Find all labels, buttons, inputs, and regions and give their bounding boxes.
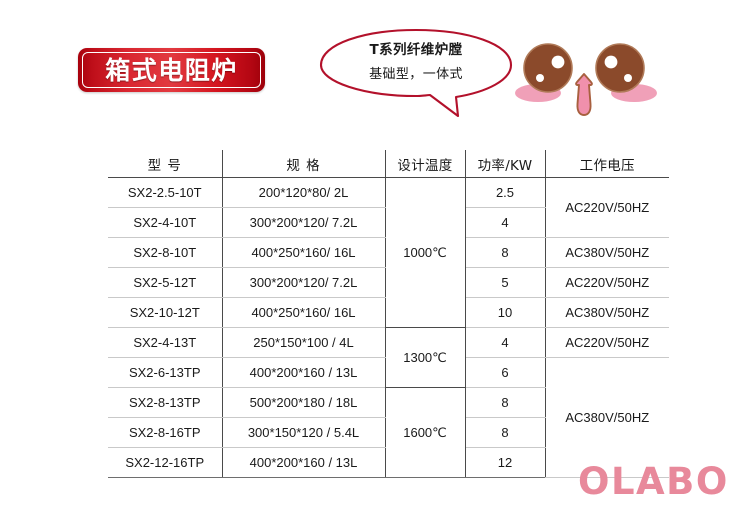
- mascot-face: [510, 30, 660, 125]
- column-header-spec: 规 格: [222, 150, 386, 178]
- table-row: SX2-10-12T 400*250*160/ 16L 10 AC380V/50HZ: [108, 297, 669, 328]
- speech-bubble-shape: [319, 28, 513, 118]
- cell-model: SX2-5-12T: [108, 267, 223, 298]
- cell-spec: 300*150*120 / 5.4L: [222, 417, 386, 448]
- table-body: SX2-2.5-10T 200*120*80/ 2L 1000℃ 2.5 AC220V/…: [108, 177, 669, 478]
- cell-spec: 300*200*120/ 7.2L: [222, 267, 386, 298]
- right-eye-icon: [595, 43, 645, 93]
- table-header-row: 型 号 规 格 设计温度 功率/KW 工作电压: [108, 150, 669, 178]
- cell-working-voltage: AC220V/50HZ: [545, 267, 669, 298]
- cell-power: 4: [465, 327, 546, 358]
- cell-power: 10: [465, 297, 546, 328]
- left-eye-highlight-big-icon: [551, 55, 565, 69]
- speech-bubble-text: T系列纤维炉膛 基础型，一体式: [318, 42, 514, 83]
- speech-bubble-line-1: T系列纤维炉膛: [369, 42, 463, 58]
- cell-design-temperature: 1300℃: [385, 327, 466, 388]
- cell-model: SX2-4-13T: [108, 327, 223, 358]
- cell-spec: 200*120*80/ 2L: [222, 177, 386, 208]
- table-row: SX2-8-13TP 500*200*180 / 18L 1600℃ 8: [108, 387, 669, 478]
- cell-model: SX2-6-13TP: [108, 357, 223, 388]
- column-header-power: 功率/KW: [465, 150, 546, 178]
- cell-model: SX2-10-12T: [108, 297, 223, 328]
- mascot-face-graphic: [515, 43, 657, 116]
- cell-design-temperature: 1000℃: [385, 177, 466, 328]
- cell-working-voltage: AC380V/50HZ: [545, 297, 669, 328]
- table-row: SX2-12-16TP 400*200*160 / 13L 12: [108, 447, 669, 478]
- table-row: SX2-5-12T 300*200*120/ 7.2L 5 AC220V/50HZ: [108, 267, 669, 298]
- specification-table: 型 号 规 格 设计温度 功率/KW 工作电压 SX2-2.5-10T 200*1…: [108, 150, 669, 478]
- cell-power: 12: [465, 447, 546, 478]
- column-header-model: 型 号: [108, 150, 223, 178]
- right-eye-highlight-big-icon: [604, 55, 618, 69]
- right-eye-highlight-small-icon: [624, 74, 632, 82]
- mouth-icon: [575, 73, 593, 116]
- cell-power: 2.5: [465, 177, 546, 208]
- product-title-badge: 箱式电阻炉: [78, 48, 265, 92]
- speech-bubble: T系列纤维炉膛 基础型，一体式: [318, 28, 514, 118]
- cell-power: 4: [465, 207, 546, 238]
- column-header-voltage: 工作电压: [545, 150, 669, 178]
- cell-spec: 400*200*160 / 13L: [222, 357, 386, 388]
- cell-model: SX2-8-13TP: [108, 387, 223, 418]
- olabo-brand-logo: OLABO: [578, 460, 729, 503]
- table-row: SX2-4-10T 300*200*120/ 7.2L 4: [108, 207, 669, 238]
- specification-table-container: 型 号 规 格 设计温度 功率/KW 工作电压 SX2-2.5-10T 200*1…: [108, 150, 669, 478]
- table-row: SX2-8-16TP 300*150*120 / 5.4L 8: [108, 417, 669, 448]
- cell-model: SX2-4-10T: [108, 207, 223, 238]
- left-eye-icon: [523, 43, 573, 93]
- cell-power: 8: [465, 237, 546, 268]
- cell-model: SX2-2.5-10T: [108, 177, 223, 208]
- badge-title-text: 箱式电阻炉: [105, 55, 238, 85]
- cell-working-voltage: AC220V/50HZ: [545, 177, 669, 238]
- cell-spec: 300*200*120/ 7.2L: [222, 207, 386, 238]
- cell-working-voltage: AC220V/50HZ: [545, 327, 669, 358]
- left-eye-highlight-small-icon: [536, 74, 544, 82]
- cell-spec: 250*150*100 / 4L: [222, 327, 386, 358]
- speech-bubble-line-2: 基础型，一体式: [369, 67, 463, 83]
- table-row: SX2-6-13TP 400*200*160 / 13L 6 AC380V/50HZ: [108, 357, 669, 478]
- cell-design-temperature: 1600℃: [385, 387, 466, 478]
- cell-model: SX2-12-16TP: [108, 447, 223, 478]
- cell-spec: 400*200*160 / 13L: [222, 447, 386, 478]
- column-header-temperature: 设计温度: [385, 150, 466, 178]
- cell-power: 6: [465, 357, 546, 388]
- cell-spec: 400*250*160/ 16L: [222, 237, 386, 268]
- table-row: SX2-4-13T 250*150*100 / 4L 1300℃ 4 AC220V/50…: [108, 327, 669, 388]
- table-row: SX2-8-10T 400*250*160/ 16L 8 AC380V/50HZ: [108, 237, 669, 268]
- cell-spec: 500*200*180 / 18L: [222, 387, 386, 418]
- cell-model: SX2-8-10T: [108, 237, 223, 268]
- cell-spec: 400*250*160/ 16L: [222, 297, 386, 328]
- cell-working-voltage: AC380V/50HZ: [545, 237, 669, 268]
- cell-model: SX2-8-16TP: [108, 417, 223, 448]
- cell-power: 8: [465, 417, 546, 448]
- cell-power: 8: [465, 387, 546, 418]
- cell-working-voltage: AC380V/50HZ: [545, 357, 669, 478]
- cell-power: 5: [465, 267, 546, 298]
- table-row: SX2-2.5-10T 200*120*80/ 2L 1000℃ 2.5 AC220V/…: [108, 177, 669, 328]
